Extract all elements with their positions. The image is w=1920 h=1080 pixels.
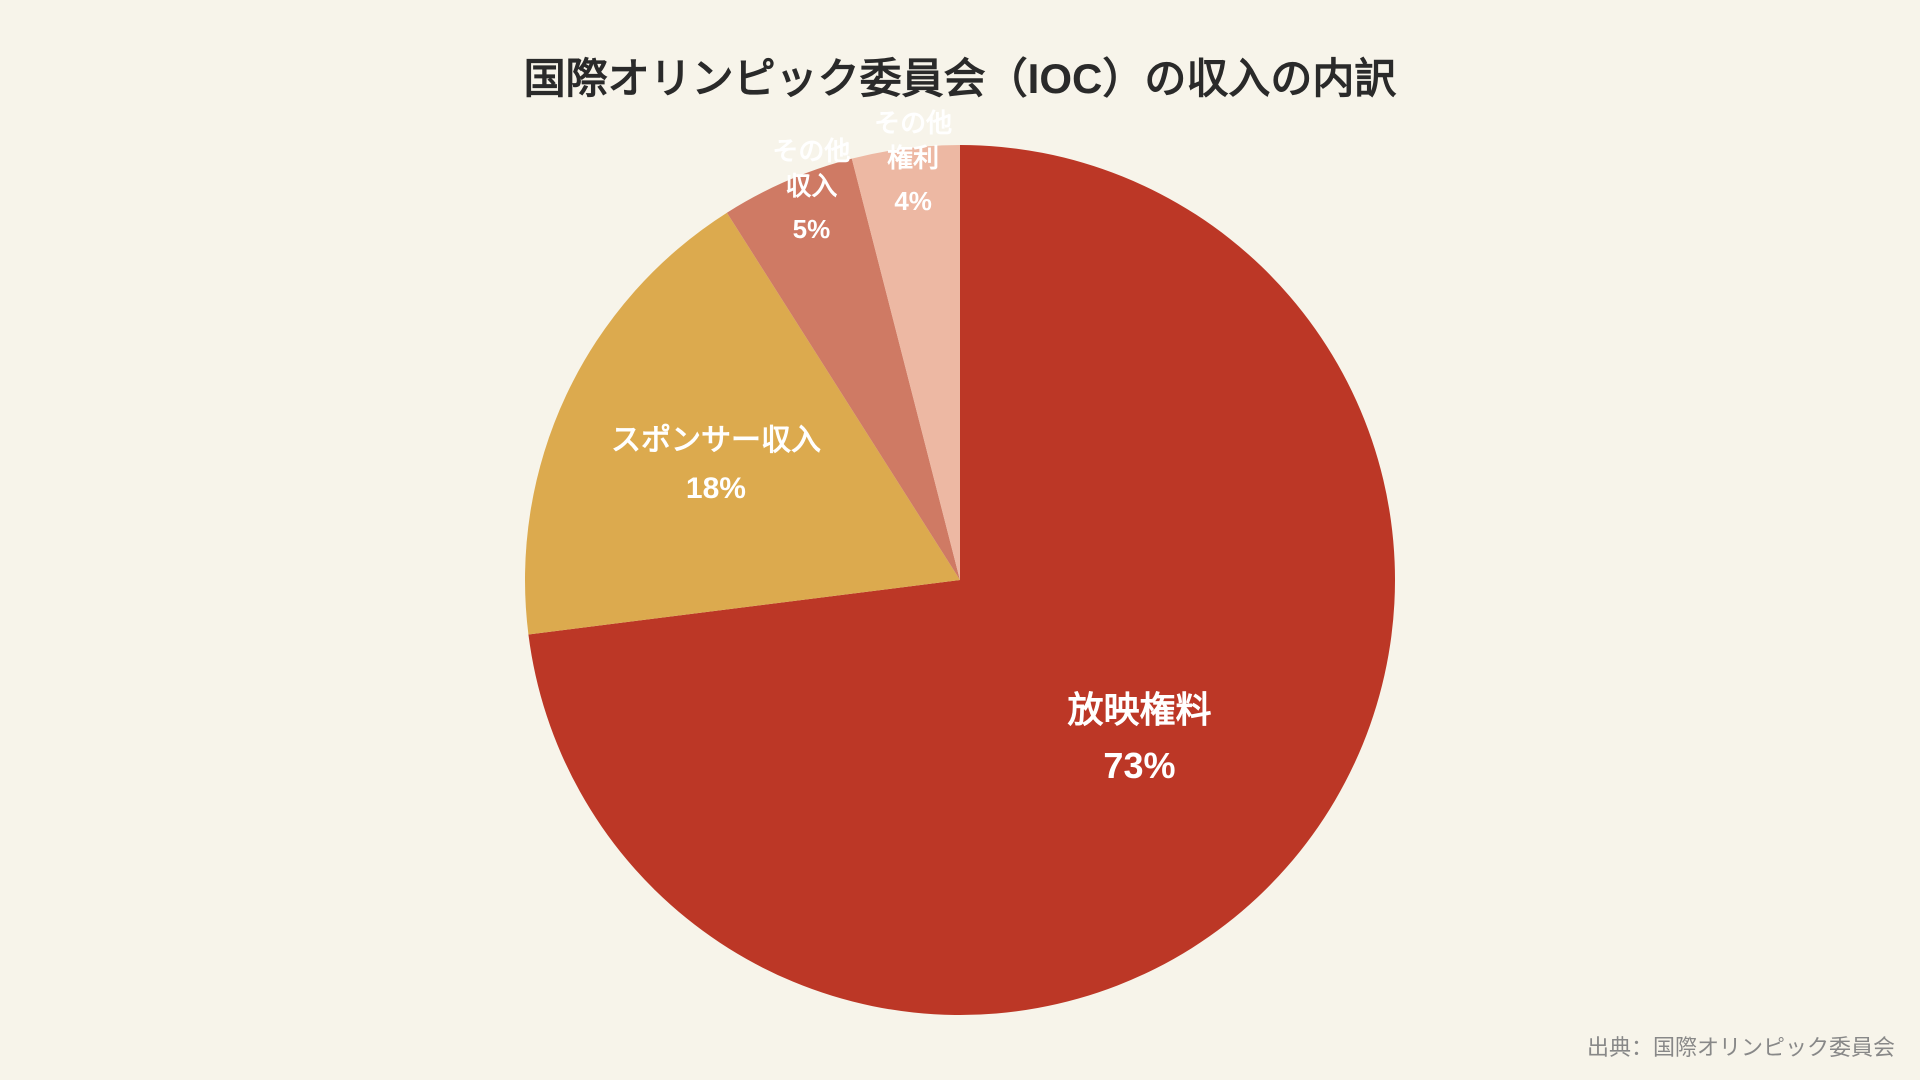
slice-name: 放映権料 <box>1067 686 1211 735</box>
source-attribution: 出典：国際オリンピック委員会 <box>1587 1030 1895 1062</box>
slice-percent: 73% <box>1067 742 1211 791</box>
page-title: 国際オリンピック委員会（IOC）の収入の内訳 <box>0 45 1920 106</box>
slice-percent: 5% <box>772 212 850 247</box>
slice-name: その他収入 <box>772 134 850 204</box>
slice-name: その他権利 <box>874 106 952 176</box>
slice-percent: 4% <box>874 184 952 219</box>
slice-label-other_income: その他収入 5% <box>772 134 850 247</box>
slice-label-broadcasting: 放映権料 73% <box>1067 686 1211 791</box>
slice-label-sponsor: スポンサー収入 18% <box>611 421 821 510</box>
slice-label-other_rights: その他権利 4% <box>874 106 952 219</box>
slice-percent: 18% <box>611 469 821 510</box>
pie-chart: 放映権料73%スポンサー収入18%その他収入5%その他権利4% <box>525 145 1395 1015</box>
slice-name: スポンサー収入 <box>611 421 821 462</box>
